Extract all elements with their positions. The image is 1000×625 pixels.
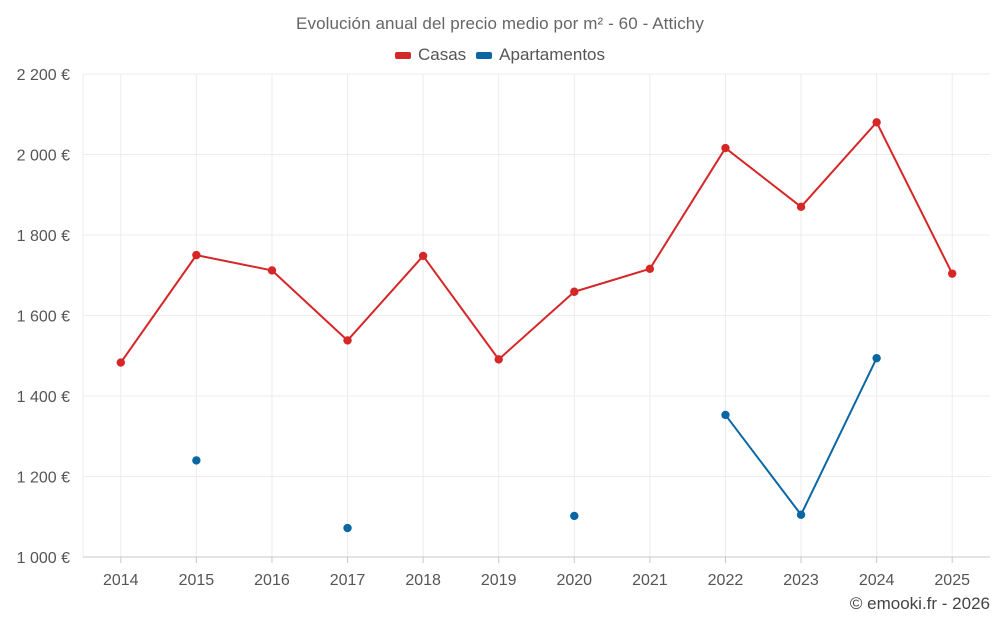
x-tick-label: 2022 xyxy=(708,572,744,589)
data-point-casas-2021 xyxy=(645,264,655,274)
x-tick-label: 2020 xyxy=(556,572,592,589)
data-point-casas-2018 xyxy=(418,251,428,261)
legend-label-apartamentos: Apartamentos xyxy=(499,45,606,64)
x-tick-label: 2016 xyxy=(254,572,290,589)
x-tick-label: 2024 xyxy=(859,572,895,589)
x-tick-label: 2018 xyxy=(405,572,441,589)
data-point-apartamentos-2022 xyxy=(721,410,730,420)
y-tick-label: 1 800 € xyxy=(17,228,70,245)
axis-layer xyxy=(83,556,990,563)
y-tick-label: 1 200 € xyxy=(17,470,70,487)
data-point-casas-2020 xyxy=(570,287,579,296)
x-tick-label: 2015 xyxy=(179,572,215,589)
data-point-casas-2024 xyxy=(872,118,881,127)
series-layer xyxy=(116,118,957,533)
y-tick-label: 1 400 € xyxy=(17,389,70,406)
data-point-casas-2025 xyxy=(948,269,957,278)
chart-title: Evolución anual del precio medio por m² … xyxy=(296,14,704,33)
data-point-apartamentos-2020 xyxy=(570,511,579,521)
data-point-casas-2015 xyxy=(192,250,201,260)
legend-swatch-apartamentos xyxy=(476,51,493,59)
legend-swatch-casas xyxy=(394,51,411,59)
y-tick-label: 2 000 € xyxy=(17,148,70,165)
y-tick-label: 1 000 € xyxy=(17,550,70,567)
grid-layer xyxy=(82,73,990,557)
data-point-casas-2022 xyxy=(721,143,730,153)
data-point-casas-2017 xyxy=(343,336,352,345)
x-tick-label: 2021 xyxy=(632,572,668,589)
x-tick-label: 2019 xyxy=(481,572,517,589)
legend-item-casas[interactable]: Casas xyxy=(394,45,467,65)
data-point-apartamentos-2023 xyxy=(796,510,806,519)
copyright-text: © emooki.fr - 2026 xyxy=(849,594,990,613)
x-tick-label: 2025 xyxy=(934,572,970,589)
x-tick-label: 2014 xyxy=(103,572,139,589)
data-point-apartamentos-2024 xyxy=(872,353,881,363)
y-tick-label: 2 200 € xyxy=(17,67,70,84)
data-point-casas-2019 xyxy=(494,355,503,364)
legend: Casas Apartamentos xyxy=(0,45,1000,65)
data-point-casas-2014 xyxy=(116,358,125,367)
data-point-casas-2023 xyxy=(796,202,806,212)
series-line-casas xyxy=(119,121,954,364)
legend-label-casas: Casas xyxy=(417,45,467,64)
legend-item-apartamentos[interactable]: Apartamentos xyxy=(476,45,605,65)
x-tick-label: 2023 xyxy=(783,572,819,589)
data-point-apartamentos-2015 xyxy=(192,456,201,465)
y-tick-label: 1 600 € xyxy=(17,309,70,326)
label-layer: 1 000 € 1 200 € 1 400 € 1 600 € 1 800 € 2 000… xyxy=(17,67,970,589)
data-point-casas-2016 xyxy=(267,266,277,275)
data-point-apartamentos-2017 xyxy=(343,523,352,533)
x-tick-label: 2017 xyxy=(330,572,366,589)
